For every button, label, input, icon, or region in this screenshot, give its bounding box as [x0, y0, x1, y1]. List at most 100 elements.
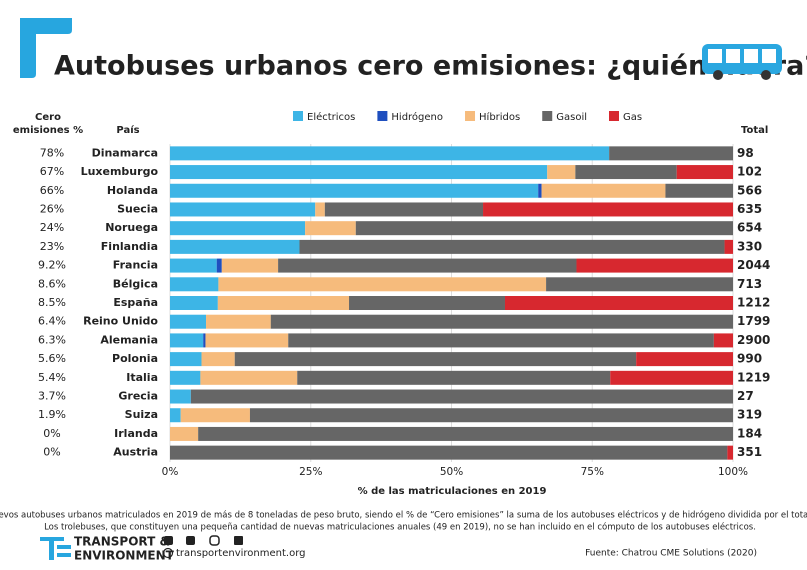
x-tick-label: 50%: [440, 466, 463, 478]
x-tick-label: 75%: [581, 466, 604, 478]
corner-logo: [20, 18, 72, 78]
total-label: 2044: [737, 258, 770, 272]
zero-header: emisiones %: [13, 125, 83, 136]
x-tick-label: 0%: [162, 466, 179, 478]
total-label: 1219: [737, 370, 770, 384]
total-label: 27: [737, 389, 754, 403]
category-label: Francia: [113, 259, 158, 272]
category-label: Dinamarca: [92, 146, 158, 159]
legend-label: Híbridos: [479, 111, 520, 123]
bar-segment: [305, 221, 356, 236]
bar-segment: [170, 370, 201, 385]
bar-segment: [575, 165, 677, 180]
bar-segment: [288, 333, 714, 348]
bar-segment: [609, 146, 733, 161]
bar-segment: [218, 277, 547, 292]
logo-text: ENVIRONMENT: [74, 549, 175, 563]
legend-swatch: [542, 111, 553, 121]
bar-segment: [170, 296, 218, 310]
bar-segment: [546, 277, 733, 292]
category-label: Finlandia: [101, 240, 158, 253]
zero-emission-label: 78%: [40, 146, 64, 159]
bar-segment: [676, 165, 733, 180]
total-label: 1799: [737, 314, 770, 328]
zero-emission-label: 23%: [40, 240, 64, 253]
bar-segment: [170, 221, 306, 236]
bar-segment: [198, 426, 733, 441]
total-label: 990: [737, 352, 762, 366]
legend-swatch: [609, 111, 619, 121]
total-label: 635: [737, 202, 762, 216]
category-header: País: [116, 124, 139, 136]
total-label: 2900: [737, 333, 770, 347]
bar-segment: [170, 408, 181, 423]
zero-emission-label: 0%: [43, 446, 60, 459]
bar-segment: [170, 258, 217, 273]
zero-emission-label: 26%: [40, 202, 64, 215]
bar-segment: [278, 258, 577, 273]
total-label: 1212: [737, 296, 770, 310]
bar-segment: [217, 296, 350, 310]
bar-segment: [170, 445, 728, 460]
bar-segment: [665, 183, 733, 198]
bar-segment: [249, 408, 734, 423]
zero-emission-label: 1.9%: [38, 408, 66, 421]
legend-label: Gasoil: [556, 112, 587, 123]
category-label: Alemania: [100, 333, 158, 346]
zero-emission-label: 5.4%: [38, 371, 66, 384]
legend-label: Hidrógeno: [391, 111, 443, 123]
bar-segment: [170, 277, 219, 292]
bar-segment: [170, 333, 204, 348]
zero-emission-label: 3.7%: [38, 390, 66, 403]
zero-header: Cero: [35, 112, 61, 123]
bar-segment: [221, 258, 279, 273]
bar-segment: [205, 333, 289, 348]
x-axis-label: % de las matriculaciones en 2019: [358, 486, 547, 497]
category-label: Bélgica: [113, 277, 158, 290]
bar-segment: [355, 221, 733, 236]
bar-segment: [297, 370, 611, 385]
bar-segment: [201, 352, 235, 367]
category-label: Holanda: [107, 184, 158, 197]
social-icons: [162, 535, 243, 559]
total-label: 330: [737, 239, 762, 253]
bar-segment: [190, 389, 733, 404]
bar-segment: [547, 165, 576, 180]
bar-segment: [349, 296, 505, 310]
category-label: Austria: [113, 446, 158, 459]
zero-emission-label: 24%: [40, 221, 64, 234]
bar-segment: [170, 146, 610, 161]
bar-segment: [170, 239, 300, 254]
chart-title: Autobuses urbanos cero emisiones: ¿quién…: [54, 51, 807, 82]
category-label: Polonia: [112, 352, 158, 365]
bar-segment: [206, 314, 271, 329]
category-label: Reino Unido: [83, 315, 158, 328]
bar-segment: [483, 202, 733, 217]
category-label: Grecia: [118, 390, 158, 403]
zero-emission-label: 8.5%: [38, 296, 66, 309]
legend-label: Gas: [623, 112, 642, 123]
zero-emission-label: 67%: [40, 165, 64, 178]
bar-segment: [270, 314, 733, 329]
zero-emission-label: 8.6%: [38, 277, 66, 290]
bar-segment: [724, 239, 733, 254]
category-label: Suiza: [125, 408, 158, 421]
source: Fuente: Chatrou CME Solutions (2020): [585, 549, 757, 559]
total-label: 654: [737, 221, 762, 235]
bar-segment: [713, 333, 733, 348]
total-label: 713: [737, 277, 762, 291]
footnote: Nuevos autobuses urbanos matriculados en…: [0, 510, 807, 521]
bar-segment: [610, 370, 733, 385]
bar-segment: [576, 258, 733, 273]
footnote: Los trolebuses, que constituyen una pequ…: [44, 522, 756, 533]
bar-segment: [170, 426, 199, 441]
category-label: España: [113, 296, 158, 309]
legend-swatch: [293, 111, 303, 121]
bar-segment: [299, 239, 725, 254]
category-label: Suecia: [117, 202, 158, 215]
bar-segment: [180, 408, 250, 423]
bus-icon: [702, 44, 782, 80]
legend-label: Eléctricos: [307, 111, 355, 123]
bar-segment: [504, 296, 733, 310]
